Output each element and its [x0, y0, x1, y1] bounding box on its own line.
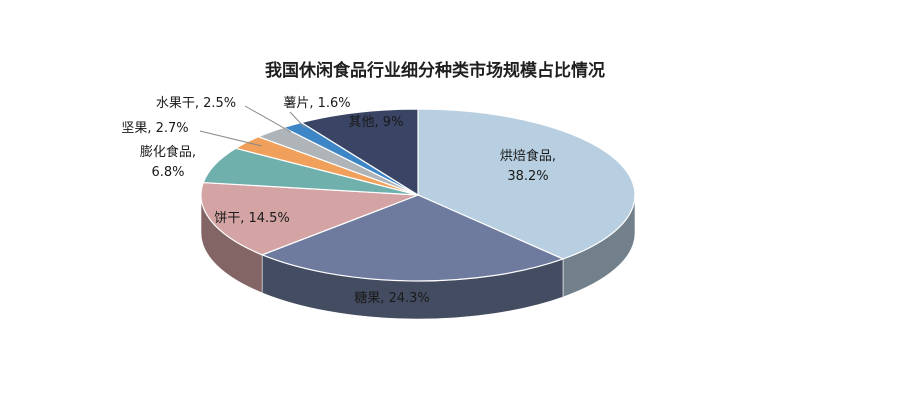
pie-slice-其他: [299, 108, 419, 197]
leader-line-水果干: [244, 105, 292, 133]
data-label-其他: 其他, 9%: [349, 115, 404, 130]
data-label-value-膨化食品: 6.8%: [151, 165, 184, 180]
data-label-薯片: 薯片, 1.6%: [283, 96, 350, 111]
pie-slice-饼干: [200, 181, 419, 256]
pie-slice-糖果: [260, 194, 565, 282]
data-label-膨化食品: 膨化食品,: [140, 144, 196, 160]
data-label-糖果: 糖果, 24.3%: [354, 290, 430, 306]
data-label-饼干: 饼干, 14.5%: [214, 211, 290, 226]
data-label-坚果: 坚果, 2.7%: [121, 121, 188, 136]
leader-line-坚果: [199, 130, 263, 147]
data-label-水果干: 水果干, 2.5%: [156, 96, 236, 111]
data-label-value-烘焙食品: 38.2%: [507, 169, 548, 184]
pie-tops: [200, 108, 636, 282]
pie-slice-烘焙食品: [417, 108, 636, 260]
data-label-烘焙食品: 烘焙食品,: [500, 148, 556, 164]
pie-labels: 烘焙食品, 38.2% 糖果, 24.3% 饼干, 14.5% 膨化食品, 6.8% 坚果,…: [121, 96, 556, 306]
leader-line-薯片: [289, 111, 306, 129]
chart-title: 我国休闲食品行业细分种类市场规模占比情况: [265, 61, 605, 81]
